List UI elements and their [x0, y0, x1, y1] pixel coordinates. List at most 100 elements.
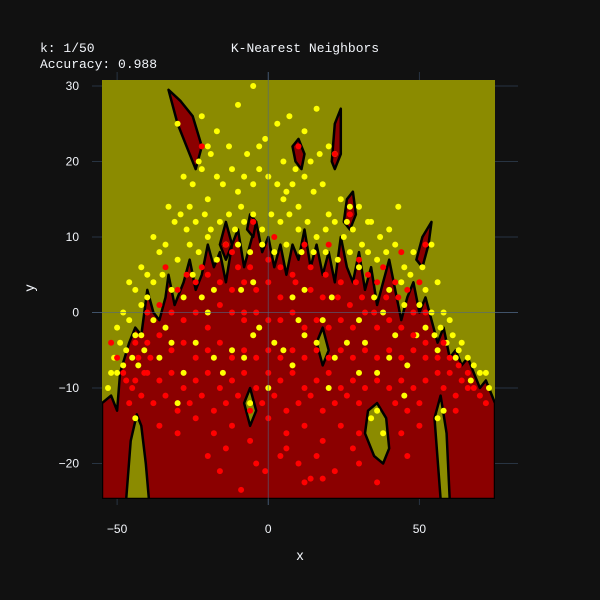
data-point-yellow [241, 218, 248, 225]
data-point-red [301, 241, 308, 248]
data-point-yellow [458, 339, 465, 346]
data-point-yellow [346, 203, 353, 210]
data-point-yellow [410, 249, 417, 256]
data-point-yellow [238, 203, 245, 210]
data-point-red [356, 430, 362, 437]
data-point-yellow [226, 143, 232, 150]
data-point-red [141, 369, 148, 376]
data-point-red [476, 392, 483, 399]
data-point-yellow [283, 188, 290, 195]
data-point-yellow [247, 249, 254, 256]
data-point-red [147, 354, 154, 361]
data-point-yellow [192, 339, 199, 346]
k-value-label: k: 1/50 [40, 41, 95, 56]
data-point-red [277, 453, 284, 459]
data-point-yellow [289, 294, 296, 301]
data-point-red [174, 286, 181, 293]
data-point-red [247, 264, 254, 271]
data-point-yellow [210, 354, 217, 361]
data-point-yellow [280, 347, 287, 354]
data-point-yellow [304, 218, 311, 225]
data-point-red [247, 437, 254, 444]
data-point-yellow [356, 264, 362, 271]
data-point-red [253, 460, 260, 467]
data-point-red [108, 339, 115, 346]
data-point-yellow [386, 354, 393, 361]
data-point-red [253, 354, 260, 361]
data-point-red [138, 392, 145, 399]
data-point-red [156, 377, 163, 384]
accuracy-label: Accuracy: 0.988 [40, 57, 157, 72]
data-point-yellow [301, 286, 308, 293]
data-point-red [455, 362, 462, 369]
data-point-yellow [274, 120, 281, 127]
data-point-red [204, 347, 211, 354]
data-point-yellow [207, 151, 214, 157]
data-point-red [313, 453, 320, 459]
data-points [105, 83, 492, 493]
data-point-yellow [380, 430, 387, 437]
data-point-red [192, 354, 199, 361]
data-point-red [322, 271, 329, 278]
data-point-yellow [295, 203, 302, 210]
data-point-red [380, 264, 387, 271]
data-point-yellow [195, 249, 202, 256]
data-point-yellow [325, 211, 332, 218]
data-point-yellow [277, 218, 284, 225]
data-point-yellow [204, 143, 211, 150]
data-point-red [307, 264, 314, 271]
data-point-red [349, 377, 356, 384]
data-point-yellow [250, 279, 257, 286]
data-point-red [277, 264, 284, 271]
data-point-yellow [174, 400, 181, 407]
data-point-yellow [401, 264, 408, 271]
data-point-yellow [189, 271, 196, 278]
data-point-yellow [325, 143, 332, 150]
data-point-yellow [374, 256, 381, 263]
data-point-yellow [204, 196, 211, 203]
data-point-yellow [159, 271, 166, 278]
data-point-yellow [365, 218, 371, 225]
data-point-red [331, 400, 338, 407]
data-point-yellow [331, 354, 338, 361]
data-point-red [416, 400, 423, 407]
data-point-yellow [392, 332, 399, 339]
data-point-yellow [162, 241, 169, 248]
data-point-red [416, 279, 423, 286]
data-point-yellow [310, 188, 317, 195]
data-point-red [229, 286, 235, 293]
data-point-red [277, 294, 284, 301]
data-point-yellow [434, 415, 441, 422]
data-point-red [216, 339, 223, 346]
data-point-red [404, 453, 411, 459]
data-point-yellow [226, 211, 232, 218]
y-tick-label: 30 [66, 79, 80, 93]
data-point-yellow [114, 369, 121, 376]
data-point-yellow [274, 181, 281, 188]
data-point-yellow [295, 317, 302, 324]
data-point-yellow [365, 249, 371, 256]
data-point-red [129, 385, 136, 391]
data-point-yellow [356, 317, 362, 324]
data-point-yellow [313, 234, 320, 240]
data-point-red [222, 241, 229, 248]
data-point-yellow [132, 415, 139, 422]
data-point-red [362, 385, 368, 391]
data-point-yellow [377, 234, 384, 240]
data-point-yellow [392, 241, 399, 248]
data-point-red [198, 264, 205, 271]
data-point-red [180, 339, 187, 346]
data-point-yellow [183, 226, 190, 233]
data-point-red [352, 279, 359, 286]
data-point-red [289, 369, 296, 376]
data-point-yellow [144, 294, 151, 301]
data-point-yellow [235, 241, 241, 248]
data-point-red [319, 407, 326, 414]
data-point-red [356, 256, 362, 263]
data-point-red [422, 354, 429, 361]
data-point-yellow [213, 173, 220, 180]
y-tick-label: 10 [66, 230, 80, 244]
data-point-red [222, 445, 229, 452]
data-point-yellow [334, 256, 341, 263]
data-point-red [126, 400, 133, 407]
